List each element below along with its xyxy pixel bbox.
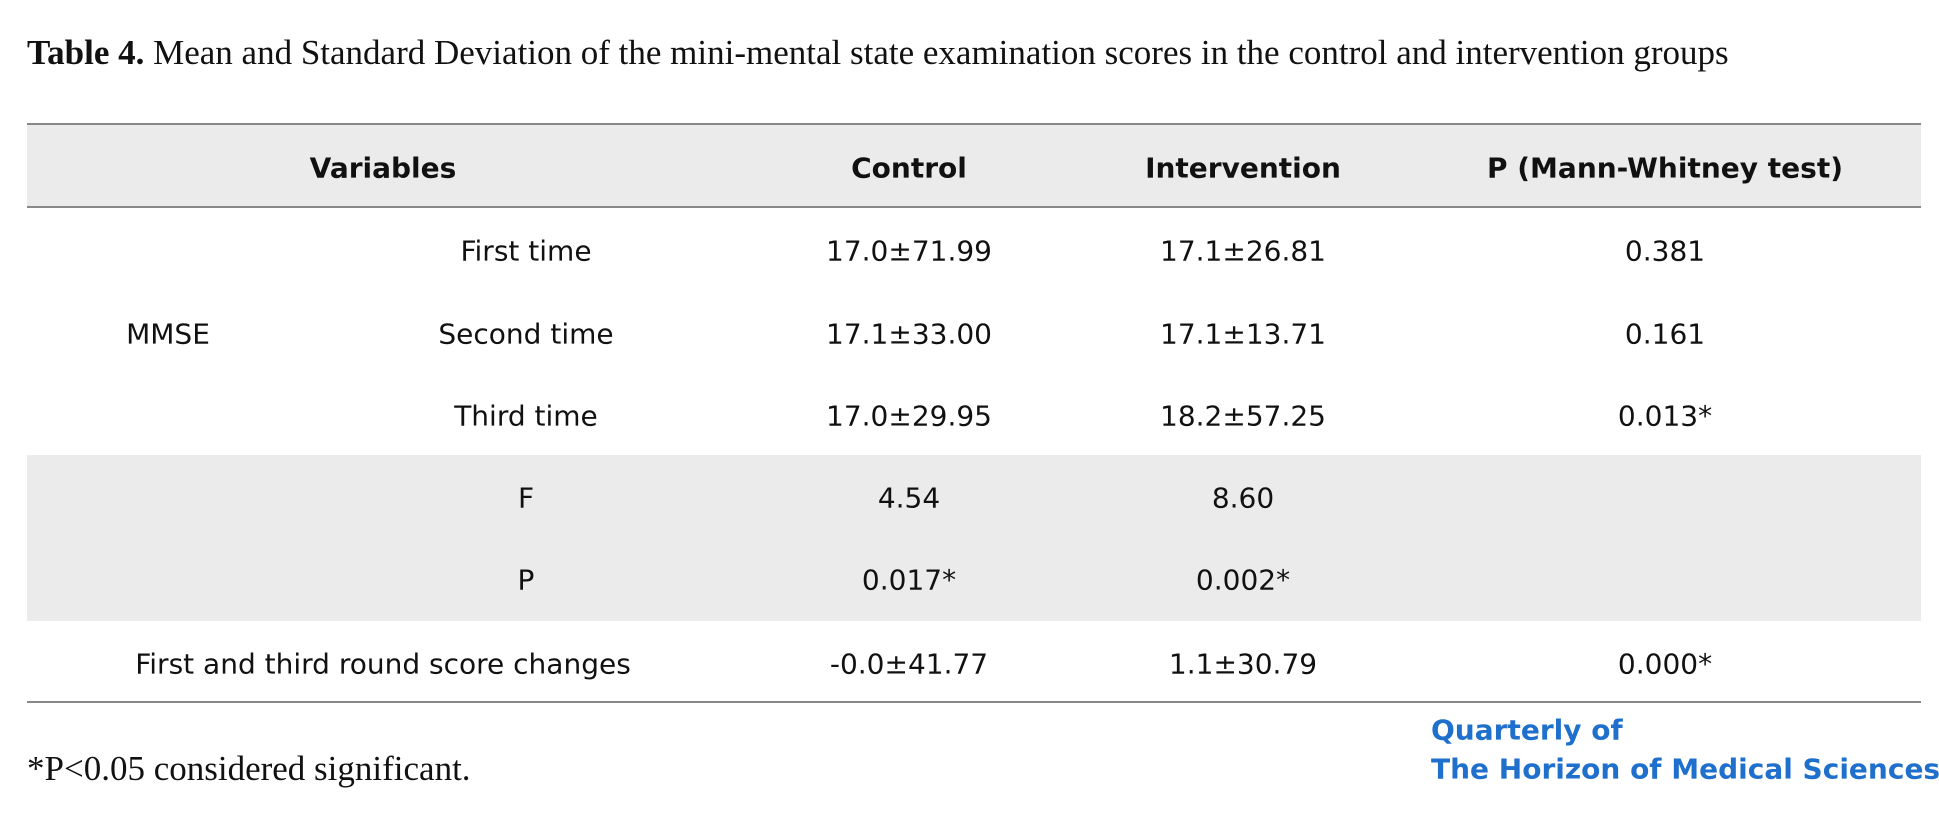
header-cell: Intervention	[1145, 151, 1341, 185]
cell: 1.1±30.79	[1168, 647, 1318, 681]
header-rule	[27, 206, 1921, 208]
cell: 18.2±57.25	[1160, 399, 1326, 433]
cell: 0.017*	[861, 563, 957, 597]
cell: -0.0±41.77	[829, 647, 989, 681]
title-text: Mean and Standard Deviation of the mini-…	[153, 33, 1729, 72]
footnote: *P<0.05 considered significant.	[27, 749, 471, 788]
title-label: Table 4.	[27, 33, 145, 72]
cell: 17.0±71.99	[826, 234, 992, 268]
stats-band	[27, 455, 1921, 621]
cell: 17.1±26.81	[1160, 234, 1326, 268]
cell: 0.161	[1624, 317, 1706, 351]
cell: 0.381	[1624, 234, 1706, 268]
cell: First and third round score changes	[135, 647, 631, 681]
title: Table 4. Mean and Standard Deviation of …	[27, 33, 1729, 73]
group-label: MMSE	[126, 317, 210, 351]
cell: Second time	[438, 317, 614, 351]
cell: 4.54	[877, 481, 941, 515]
bottom-rule	[27, 701, 1921, 703]
header-band	[27, 124, 1921, 207]
cell: P	[517, 563, 535, 597]
cell: 0.013*	[1617, 399, 1713, 433]
cell: 17.1±33.00	[826, 317, 992, 351]
logo-line: The Horizon of Medical Sciences	[1431, 752, 1939, 786]
cell: Third time	[454, 399, 598, 433]
header-cell: P (Mann-Whitney test)	[1486, 151, 1844, 185]
cell: 8.60	[1211, 481, 1275, 515]
cell: 0.002*	[1195, 563, 1291, 597]
cell: 0.000*	[1617, 647, 1713, 681]
cell: 17.1±13.71	[1160, 317, 1326, 351]
cell: F	[517, 481, 535, 515]
top-rule	[27, 123, 1921, 125]
cell: First time	[460, 234, 592, 268]
header-cell: Variables	[309, 151, 457, 185]
logo-line: Quarterly of	[1431, 713, 1623, 747]
cell: 17.0±29.95	[826, 399, 992, 433]
header-cell: Control	[851, 151, 967, 185]
